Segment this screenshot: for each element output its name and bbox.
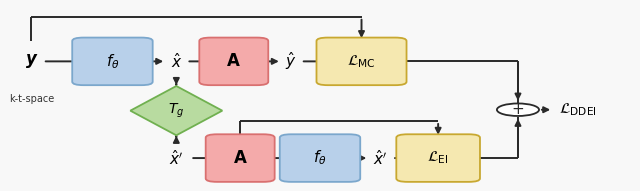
Text: $\hat{y}$: $\hat{y}$ [285, 50, 297, 72]
Text: $\mathcal{L}_{\mathrm{DDEI}}$: $\mathcal{L}_{\mathrm{DDEI}}$ [559, 101, 597, 118]
FancyBboxPatch shape [396, 134, 480, 182]
Text: $\hat{x}'$: $\hat{x}'$ [374, 149, 388, 168]
Text: $\mathcal{L}_{\mathrm{MC}}$: $\mathcal{L}_{\mathrm{MC}}$ [347, 53, 376, 70]
Text: $\mathbf{A}$: $\mathbf{A}$ [233, 149, 248, 167]
Text: $f_\theta$: $f_\theta$ [313, 149, 327, 168]
Text: $+$: $+$ [511, 102, 525, 117]
Text: $\mathcal{L}_{\mathrm{EI}}$: $\mathcal{L}_{\mathrm{EI}}$ [428, 150, 449, 166]
Text: $\mathbf{A}$: $\mathbf{A}$ [227, 52, 241, 70]
FancyBboxPatch shape [205, 134, 275, 182]
Polygon shape [131, 86, 222, 135]
FancyBboxPatch shape [72, 38, 153, 85]
Text: $T_g$: $T_g$ [168, 102, 184, 120]
FancyBboxPatch shape [317, 38, 406, 85]
FancyBboxPatch shape [199, 38, 268, 85]
FancyBboxPatch shape [280, 134, 360, 182]
Text: $\hat{x}'$: $\hat{x}'$ [169, 149, 184, 168]
Text: k-t-space: k-t-space [9, 94, 54, 104]
Text: $f_\theta$: $f_\theta$ [106, 52, 119, 71]
Circle shape [497, 104, 539, 116]
Text: $\boldsymbol{y}$: $\boldsymbol{y}$ [24, 52, 38, 70]
Text: $\hat{x}$: $\hat{x}$ [170, 52, 182, 71]
